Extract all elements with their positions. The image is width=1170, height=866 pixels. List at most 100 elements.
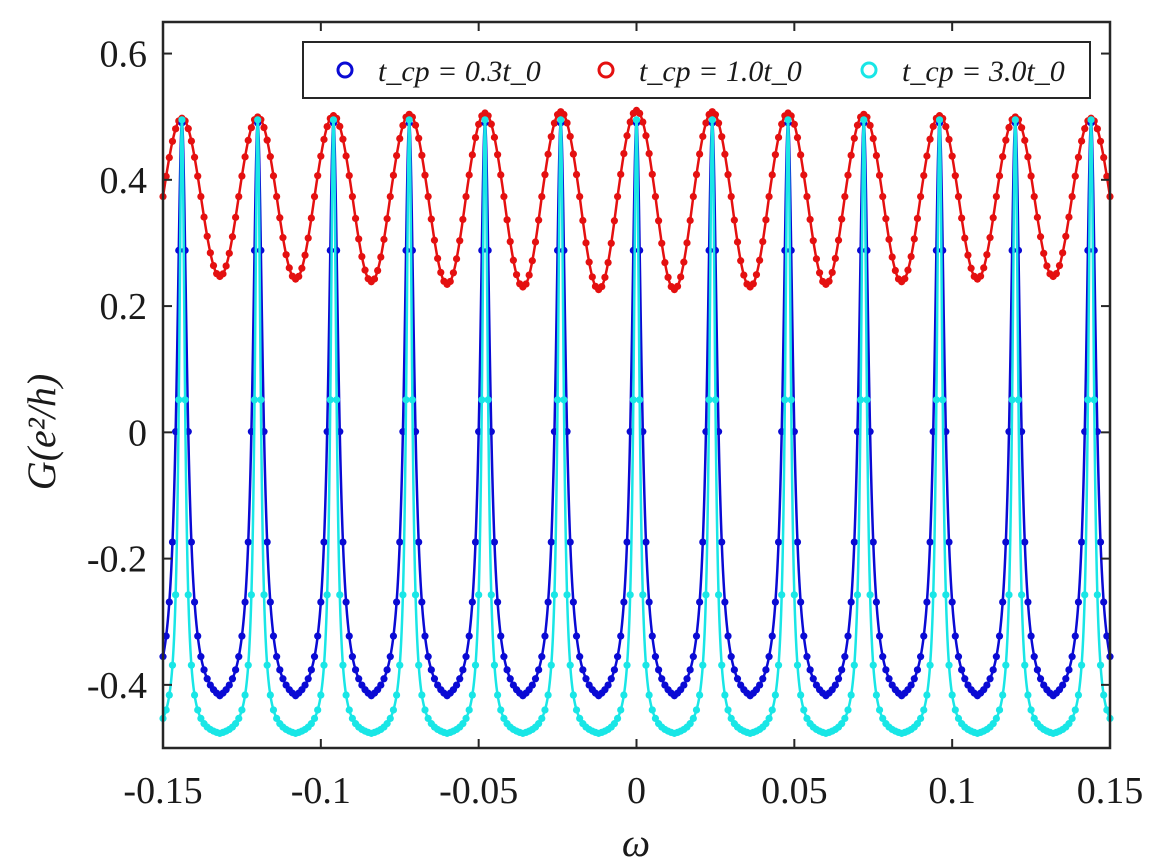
data-point (926, 661, 934, 669)
data-point (929, 122, 937, 130)
data-point (617, 170, 625, 178)
data-point (1081, 591, 1089, 599)
data-point (639, 591, 647, 599)
data-point (790, 591, 798, 599)
data-point (917, 714, 925, 723)
data-point (588, 273, 596, 281)
data-point (1096, 137, 1105, 145)
data-point (310, 653, 319, 661)
data-point (850, 661, 858, 669)
data-point (194, 632, 202, 640)
data-point (168, 137, 177, 145)
data-point (610, 720, 619, 728)
data-point (566, 538, 574, 546)
data-point (620, 598, 628, 606)
data-point (784, 116, 792, 124)
data-point (696, 150, 704, 158)
data-point (263, 538, 271, 546)
data-point (699, 661, 707, 669)
data-point (989, 214, 997, 222)
data-point (1055, 261, 1064, 270)
data-point (184, 591, 192, 599)
x-tick-label: -0.15 (123, 770, 202, 812)
data-point (683, 675, 691, 683)
data-point (1093, 591, 1101, 599)
data-point (774, 133, 783, 141)
data-point (421, 171, 429, 179)
data-point (569, 150, 577, 158)
data-point (418, 598, 426, 606)
data-point (910, 675, 918, 683)
data-point (241, 691, 249, 699)
data-point (298, 264, 306, 272)
data-point (752, 271, 761, 279)
data-point (1033, 213, 1041, 221)
data-point (875, 706, 884, 714)
data-point (1103, 172, 1111, 180)
data-point (200, 213, 208, 221)
data-point (967, 264, 975, 272)
data-point (392, 598, 401, 606)
data-point (187, 538, 196, 546)
data-point (396, 134, 404, 143)
data-point (247, 591, 255, 599)
data-point (976, 272, 985, 280)
data-point (295, 272, 303, 281)
data-point (342, 598, 350, 606)
data-point (607, 239, 615, 247)
data-point (913, 666, 922, 674)
data-point (986, 234, 994, 242)
data-point (806, 666, 814, 674)
data-point (954, 653, 963, 661)
data-point (569, 598, 577, 606)
data-point (323, 591, 331, 599)
data-point (1096, 538, 1105, 546)
data-point (168, 661, 177, 669)
data-point (509, 256, 517, 264)
data-point (497, 706, 505, 714)
data-point (1100, 691, 1108, 699)
data-point (301, 251, 309, 259)
data-point (1062, 232, 1070, 240)
data-point (651, 714, 660, 723)
data-point (560, 110, 568, 119)
data-point (494, 691, 502, 699)
data-point (241, 153, 249, 161)
data-point (838, 720, 846, 728)
data-point (538, 714, 546, 723)
data-point (651, 653, 660, 661)
data-point (446, 277, 454, 286)
data-point (847, 691, 855, 699)
data-point (203, 675, 211, 683)
data-point (853, 591, 862, 599)
data-point (800, 706, 808, 714)
data-point (320, 661, 328, 669)
data-point (339, 661, 347, 669)
data-point (696, 598, 704, 606)
data-point (765, 714, 773, 723)
data-point (263, 661, 271, 669)
data-point (547, 133, 555, 141)
data-point (165, 153, 173, 162)
data-point (579, 666, 587, 674)
data-point (771, 691, 779, 699)
data-point (238, 706, 246, 714)
data-point (692, 170, 701, 179)
data-point (560, 396, 568, 404)
data-point (1005, 591, 1013, 599)
data-point (528, 681, 536, 689)
y-tick-label: 0 (128, 412, 147, 454)
legend-box (302, 41, 1091, 99)
data-point (923, 691, 931, 699)
legend-marker-series-0 (336, 61, 354, 79)
data-point (1068, 192, 1076, 201)
data-point (948, 152, 956, 160)
data-point (314, 172, 322, 180)
data-point (875, 171, 884, 179)
data-point (834, 675, 843, 683)
data-point (995, 172, 1004, 180)
data-point (408, 396, 416, 404)
data-point (879, 192, 887, 201)
data-point (471, 661, 480, 669)
data-point (1068, 714, 1076, 723)
